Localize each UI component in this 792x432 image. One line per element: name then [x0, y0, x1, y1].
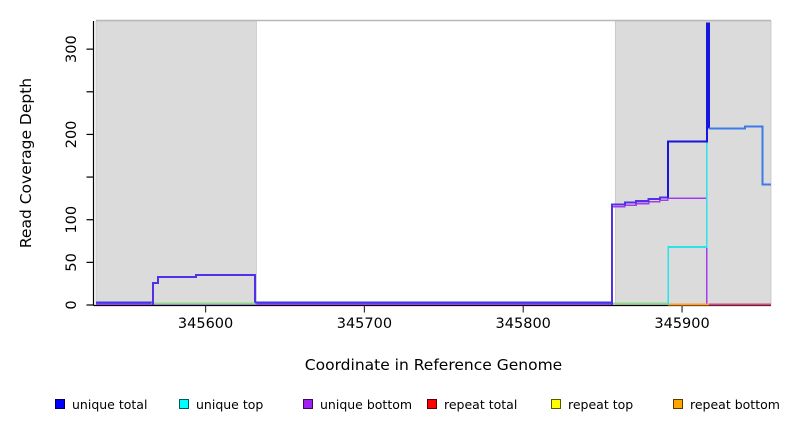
legend-label: repeat total [444, 396, 518, 412]
repeat-region-shading [95, 19, 772, 306]
legend-swatch-unique-total [55, 399, 65, 409]
line-blend-left-plateau [152, 274, 256, 305]
legend-label: unique top [196, 396, 264, 412]
legend-label: unique total [72, 396, 148, 412]
line-cyan-steps [667, 141, 708, 305]
repeat-region-0 [95, 20, 257, 306]
legend-swatch-repeat-bottom [673, 399, 683, 409]
legend-swatch-unique-top [179, 399, 189, 409]
coverage-lines [96, 22, 771, 306]
legend: unique total unique top unique bottom repea… [0, 395, 792, 419]
legend-swatch-unique-bottom [303, 399, 313, 409]
legend-item-unique-bottom: unique bottom [303, 395, 412, 413]
repeat-region-1 [614, 20, 772, 306]
y-tick-label: 50 [64, 253, 80, 271]
line-blend-right-staircase [611, 196, 669, 305]
legend-label: repeat bottom [690, 396, 780, 412]
legend-swatch-repeat-total [427, 399, 437, 409]
x-tick-label: 345600 [178, 316, 233, 332]
y-tick-label: 100 [64, 206, 80, 234]
y-tick-label: 200 [64, 121, 80, 149]
y-axis-title: Read Coverage Depth [17, 78, 35, 248]
y-tick-label: 0 [64, 300, 80, 309]
legend-item-repeat-top: repeat top [551, 395, 633, 413]
line-blend-blue-cyan-top [709, 125, 771, 186]
x-tick-label: 345700 [337, 316, 392, 332]
legend-label: repeat top [568, 396, 634, 412]
axes: 345600 345700 345800 345900 0 50 100 200 300 [64, 21, 771, 332]
y-tick-label: 300 [64, 35, 80, 63]
legend-item-unique-top: unique top [179, 395, 263, 413]
line-purple-baseline-and-right-staircase [96, 197, 708, 306]
legend-label: unique bottom [320, 396, 413, 412]
x-axis-title: Coordinate in Reference Genome [305, 356, 562, 374]
legend-item-repeat-total: repeat total [427, 395, 517, 413]
x-tick-label: 345800 [496, 316, 551, 332]
x-tick-label: 345900 [654, 316, 709, 332]
legend-item-unique-total: unique total [55, 395, 147, 413]
legend-item-repeat-bottom: repeat bottom [673, 395, 780, 413]
legend-swatch-repeat-top [551, 399, 561, 409]
line-dark-blue-jump-and-spike [667, 22, 711, 198]
